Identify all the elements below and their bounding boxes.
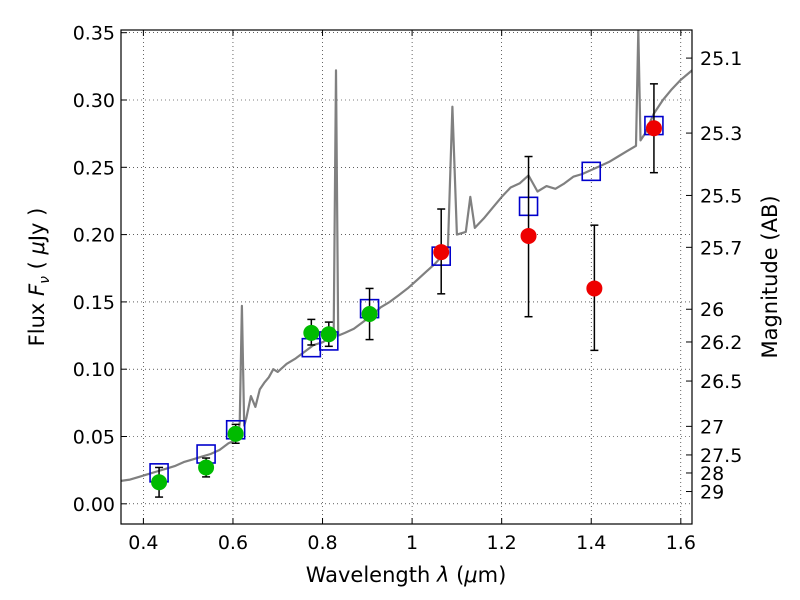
y2-axis-title: Magnitude (AB) xyxy=(758,195,782,358)
y-tick-label: 0.30 xyxy=(73,90,115,112)
x-tick-label: 0.8 xyxy=(307,532,337,554)
mag-tick-label: 25.7 xyxy=(700,237,742,259)
x-tick-label: 1.6 xyxy=(666,532,696,554)
x-tick-label: 1 xyxy=(406,532,418,554)
x-tick-label: 1.4 xyxy=(576,532,606,554)
spectrum-line xyxy=(121,30,692,482)
mag-tick-label: 28 xyxy=(700,463,724,485)
y-axis-title: Flux Fν ( μJy ) xyxy=(25,208,53,347)
mag-tick-label: 26.2 xyxy=(700,332,742,354)
photometry-point xyxy=(303,324,320,341)
model-square xyxy=(581,161,602,182)
x-tick-label: 0.6 xyxy=(218,532,248,554)
photometry-point xyxy=(433,244,450,261)
photometry-point xyxy=(151,474,168,491)
y-tick-label: 0.10 xyxy=(73,359,115,381)
photometry-point xyxy=(320,326,337,343)
grid-lines xyxy=(121,30,692,524)
photometry-point xyxy=(645,120,662,137)
data-markers xyxy=(149,83,664,498)
y-tick-label: 0.15 xyxy=(73,292,115,314)
photometry-point xyxy=(586,280,603,297)
mag-tick-label: 26 xyxy=(700,299,724,321)
x-axis-title: Wavelength λ (μm) xyxy=(306,563,507,587)
axis-ticks: 0.4 0.6 0.8 1 1.2 1.4 1.6 0.00 0.05 0.10 0.15 0.20 0… xyxy=(73,23,743,554)
mag-tick-label: 25.1 xyxy=(700,48,742,70)
photometry-point xyxy=(361,306,378,323)
mag-tick-label: 26.5 xyxy=(700,371,742,393)
mag-tick-label: 27 xyxy=(700,416,724,438)
mag-tick-label: 25.3 xyxy=(700,123,742,145)
y-tick-label: 0.05 xyxy=(73,427,115,449)
photometry-point xyxy=(227,425,244,442)
mag-tick-label: 27.5 xyxy=(700,445,742,467)
x-tick-label: 0.4 xyxy=(128,532,158,554)
photometry-point xyxy=(520,227,537,244)
mag-tick-label: 29 xyxy=(700,482,724,504)
y-tick-label: 0.00 xyxy=(73,494,115,516)
plot-frame xyxy=(120,29,693,525)
y-tick-label: 0.20 xyxy=(73,225,115,247)
y-tick-label: 0.35 xyxy=(73,23,115,45)
x-tick-label: 1.2 xyxy=(487,532,517,554)
template-spectrum xyxy=(121,30,692,482)
y-tick-label: 0.25 xyxy=(73,157,115,179)
mag-tick-label: 25.5 xyxy=(700,185,742,207)
photometry-point xyxy=(198,459,215,476)
